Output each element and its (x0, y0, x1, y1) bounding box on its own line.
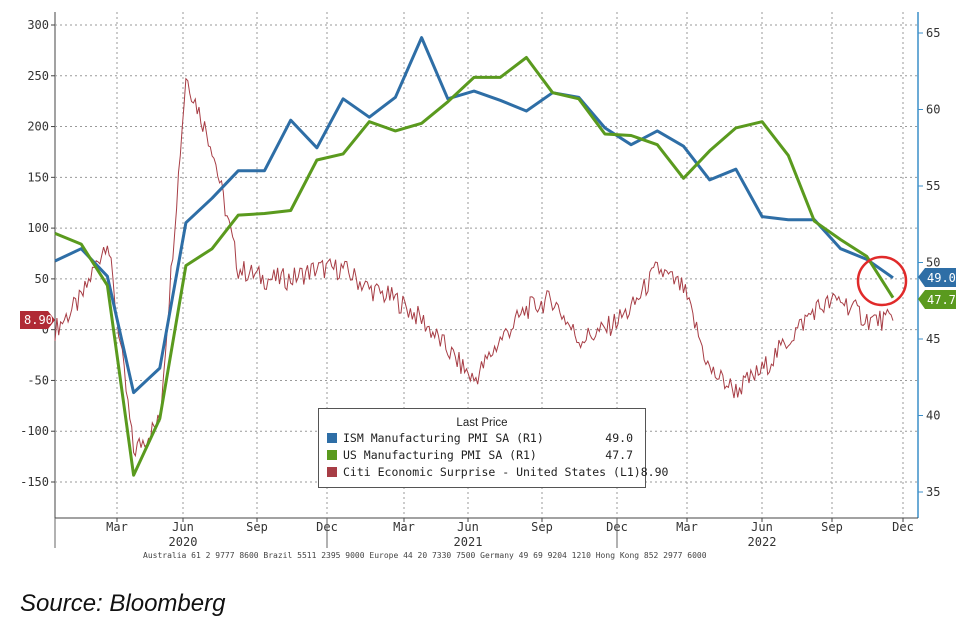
right-tick-label: 55 (926, 179, 940, 193)
x-year-label: 2022 (748, 535, 777, 549)
legend-row-us: US Manufacturing PMI SA (R1) 47.7 (319, 446, 645, 463)
ism-last-price: 49.0 (927, 271, 956, 285)
x-tick-label: Jun (172, 520, 194, 534)
x-tick-label: Sep (246, 520, 268, 534)
right-tick-label: 35 (926, 485, 940, 499)
x-year-label: 2021 (454, 535, 483, 549)
source-caption: Source: Bloomberg (20, 590, 226, 617)
citi-last-price-tag: 8.90 (20, 311, 55, 329)
series-layer (54, 36, 895, 477)
legend-swatch-ism (327, 432, 337, 443)
us-last-price-tag: 47.7 (918, 290, 956, 309)
x-tick-label: Mar (676, 520, 698, 534)
x-axis-ticks: Mar Jun Sep Dec Mar Jun Sep Dec Mar Jun Sep Dec2020… (54, 518, 914, 549)
legend-row-citi: Citi Economic Surprise - United States (… (319, 463, 668, 480)
legend-value-us: 47.7 (605, 447, 633, 462)
series-line-citi-surprise (54, 77, 894, 458)
legend-swatch-us (327, 449, 337, 460)
x-tick-label: Sep (531, 520, 553, 534)
ism-last-price-tag: 49.0 (918, 268, 956, 287)
x-tick-label: Sep (821, 520, 843, 534)
x-year-label: 2020 (169, 535, 198, 549)
left-tick-label: 300 (27, 18, 49, 32)
series-line-us-pmi (54, 56, 895, 477)
right-tick-label: 65 (926, 26, 940, 40)
x-tick-label: Dec (892, 520, 914, 534)
legend-name-us: US Manufacturing PMI SA (R1) (343, 447, 537, 462)
legend-name-citi: Citi Economic Surprise - United States (… (343, 464, 641, 479)
highlight-circle (856, 255, 908, 307)
series-line-ism-pmi (54, 36, 894, 395)
legend: Last Price ISM Manufacturing PMI SA (R1)… (318, 408, 668, 488)
footer-contacts: Australia 61 2 9777 8600 Brazil 5511 239… (143, 551, 707, 560)
left-tick-label: -150 (20, 475, 49, 489)
legend-row-ism: ISM Manufacturing PMI SA (R1) 49.0 (319, 429, 645, 446)
legend-swatch-citi (327, 466, 337, 477)
legend-name-ism: ISM Manufacturing PMI SA (R1) (343, 430, 544, 445)
left-tick-label: 0 (42, 323, 49, 337)
x-tick-label: Mar (393, 520, 415, 534)
left-tick-label: 250 (27, 69, 49, 83)
x-tick-label: Mar (106, 520, 128, 534)
right-tick-label: 50 (926, 256, 940, 270)
left-tick-label: -100 (20, 424, 49, 438)
left-tick-label: -50 (27, 373, 49, 387)
left-tick-label: 50 (35, 272, 49, 286)
left-tick-label: 200 (27, 120, 49, 134)
legend-title: Last Price (456, 417, 508, 429)
legend-value-ism: 49.0 (605, 430, 633, 445)
citi-last-price: 8.90 (24, 313, 53, 327)
legend-value-citi: 8.90 (640, 464, 669, 479)
x-tick-label: Jun (457, 520, 479, 534)
right-axis-ticks: 65 60 55 50 45 40 35 (918, 26, 940, 499)
left-tick-label: 150 (27, 170, 49, 184)
left-axis-ticks: 300 250 200 150 100 50 0 -50 -100 -150 (20, 18, 55, 489)
us-last-price: 47.7 (927, 293, 956, 307)
left-tick-label: 100 (27, 221, 49, 235)
right-tick-label: 40 (926, 409, 940, 423)
x-tick-label: Jun (751, 520, 773, 534)
right-tick-label: 60 (926, 103, 940, 117)
right-tick-label: 45 (926, 332, 940, 346)
